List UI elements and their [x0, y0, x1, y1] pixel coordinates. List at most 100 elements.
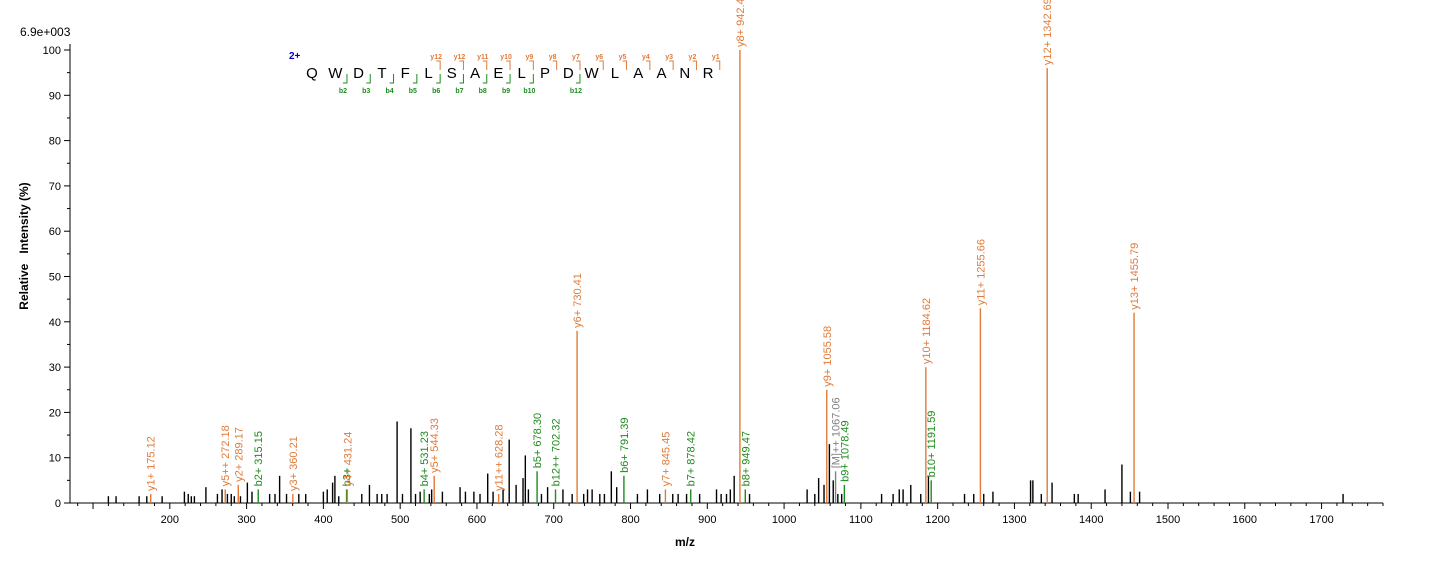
y-tick-label: 30 — [49, 362, 61, 374]
b-ion-marker — [575, 74, 581, 84]
b-ion-label: b9 — [502, 88, 510, 95]
y-ion-label: y3 — [665, 54, 673, 61]
y-ion-label: y12 — [454, 54, 466, 61]
x-tick-label: 200 — [161, 514, 179, 526]
y-ion-marker — [529, 60, 534, 70]
sequence-residue: R — [703, 65, 714, 82]
peak-label: y13+ 1455.79 — [1129, 243, 1141, 310]
b-ion-label: b2 — [339, 88, 347, 95]
b-ion-marker — [506, 74, 511, 84]
y-ion-label: y10 — [500, 54, 512, 61]
x-axis-title: m/z — [675, 535, 695, 549]
b-ion-marker — [366, 74, 371, 84]
b-ion-marker — [459, 74, 464, 84]
peak-label: b4+ 531.23 — [419, 431, 431, 486]
x-tick-label: 600 — [468, 514, 486, 526]
y-ion-marker — [622, 60, 628, 70]
x-tick-label: 1300 — [1002, 514, 1026, 526]
x-tick-label: 900 — [698, 514, 716, 526]
y-ion-label: y1 — [712, 54, 720, 61]
b-ion-label: b4 — [385, 88, 393, 95]
peak-label: b8+ 949.47 — [740, 431, 752, 486]
x-tick-label: 1200 — [925, 514, 949, 526]
y-tick-label: 100 — [43, 45, 61, 57]
peak-label: y1+ 175.12 — [146, 436, 158, 491]
b-ion-label: b5 — [409, 88, 417, 95]
sequence-residue: A — [470, 65, 480, 82]
sequence-residue: L — [518, 65, 526, 82]
b-ion-marker — [389, 74, 395, 84]
peak-label: y3+ 360.21 — [288, 436, 300, 491]
y-ion-marker — [552, 60, 558, 70]
peak-label: b6+ 791.39 — [619, 417, 631, 472]
sequence-residue: L — [611, 65, 619, 82]
y-tick-label: 0 — [55, 498, 61, 510]
x-tick-label: 1700 — [1309, 514, 1333, 526]
y-ion-marker — [482, 60, 488, 70]
y-tick-label: 50 — [49, 272, 61, 284]
peak-label: y7+ 845.45 — [660, 432, 672, 487]
y-tick-label: 20 — [49, 407, 61, 419]
peak-label: y4+ 431.24 — [342, 432, 354, 487]
peak-label: y6+ 730.41 — [572, 273, 584, 328]
y-ion-marker — [599, 60, 604, 70]
sequence-residue: A — [633, 65, 643, 82]
b-ion-marker — [529, 74, 534, 84]
y-ion-label: y4 — [642, 54, 650, 61]
y-axis: 0 10 20 30 40 50 60 70 80 90 100 — [43, 44, 71, 510]
peak-label: y8+ 942.49 — [735, 0, 747, 47]
sequence-residue: L — [424, 65, 432, 82]
y-ion-marker — [715, 60, 721, 70]
sequence-residue: D — [563, 65, 574, 82]
sequence-residue: W — [328, 65, 343, 82]
b-ion-marker — [482, 74, 488, 84]
x-tick-label: 1100 — [849, 514, 873, 526]
peak-label: b3+ — [342, 468, 354, 487]
y-ion-marker — [436, 60, 441, 70]
peak-label: y9+ 1055.58 — [822, 326, 834, 387]
x-tick-label: 500 — [391, 514, 409, 526]
y-tick-label: 40 — [49, 317, 61, 329]
y-axis-title: Relative Intensity (%) — [17, 182, 31, 309]
sequence-residue: S — [447, 65, 457, 82]
y-ion-label: y6 — [595, 54, 603, 61]
y-tick-label: 60 — [49, 226, 61, 238]
b-ion-marker — [436, 74, 441, 84]
sequence-residue: W — [585, 65, 600, 82]
y-ion-label: y9 — [525, 54, 533, 61]
sequence-residue: P — [540, 65, 550, 82]
peak-label: y11++ 628.28 — [494, 424, 506, 490]
x-tick-label: 700 — [545, 514, 563, 526]
x-tick-label: 1400 — [1079, 514, 1103, 526]
y-tick-label: 80 — [49, 136, 61, 148]
peak-label: y12+ 1342.69 — [1042, 0, 1054, 65]
x-tick-label: 300 — [237, 514, 255, 526]
peak-label: b5+ 678.30 — [532, 413, 544, 468]
y-tick-label: 70 — [49, 181, 61, 193]
sequence-residue: Q — [306, 65, 318, 82]
y-ion-marker — [669, 60, 674, 70]
b-ion-marker — [342, 74, 348, 84]
y-ion-marker — [575, 60, 581, 70]
peak-label: y5++ 272.18 — [220, 425, 232, 486]
peak-label: b12++ 702.32 — [551, 419, 563, 487]
b-ion-label: b3 — [362, 88, 370, 95]
intensity-max-label: 6.9e+003 — [20, 25, 71, 39]
x-tick-label: 800 — [621, 514, 639, 526]
y-ion-label: y7 — [572, 54, 580, 61]
y-tick-label: 10 — [49, 453, 61, 465]
peak-label: y10+ 1184.62 — [921, 298, 933, 364]
y-ion-marker — [645, 60, 651, 70]
x-tick-label: 1500 — [1156, 514, 1180, 526]
peak-label: b9+ 1078.49 — [839, 420, 851, 481]
charge-state: 2+ — [289, 51, 301, 62]
y-tick-label: 90 — [49, 90, 61, 102]
b-ion-label: b12 — [570, 88, 582, 95]
peak-label: y5+ 544.33 — [429, 418, 441, 473]
x-tick-label: 400 — [314, 514, 332, 526]
b-ion-label: b8 — [479, 88, 487, 95]
peak-label: [M]++ 1067.06 — [831, 397, 843, 468]
y-ion-marker — [459, 60, 464, 70]
